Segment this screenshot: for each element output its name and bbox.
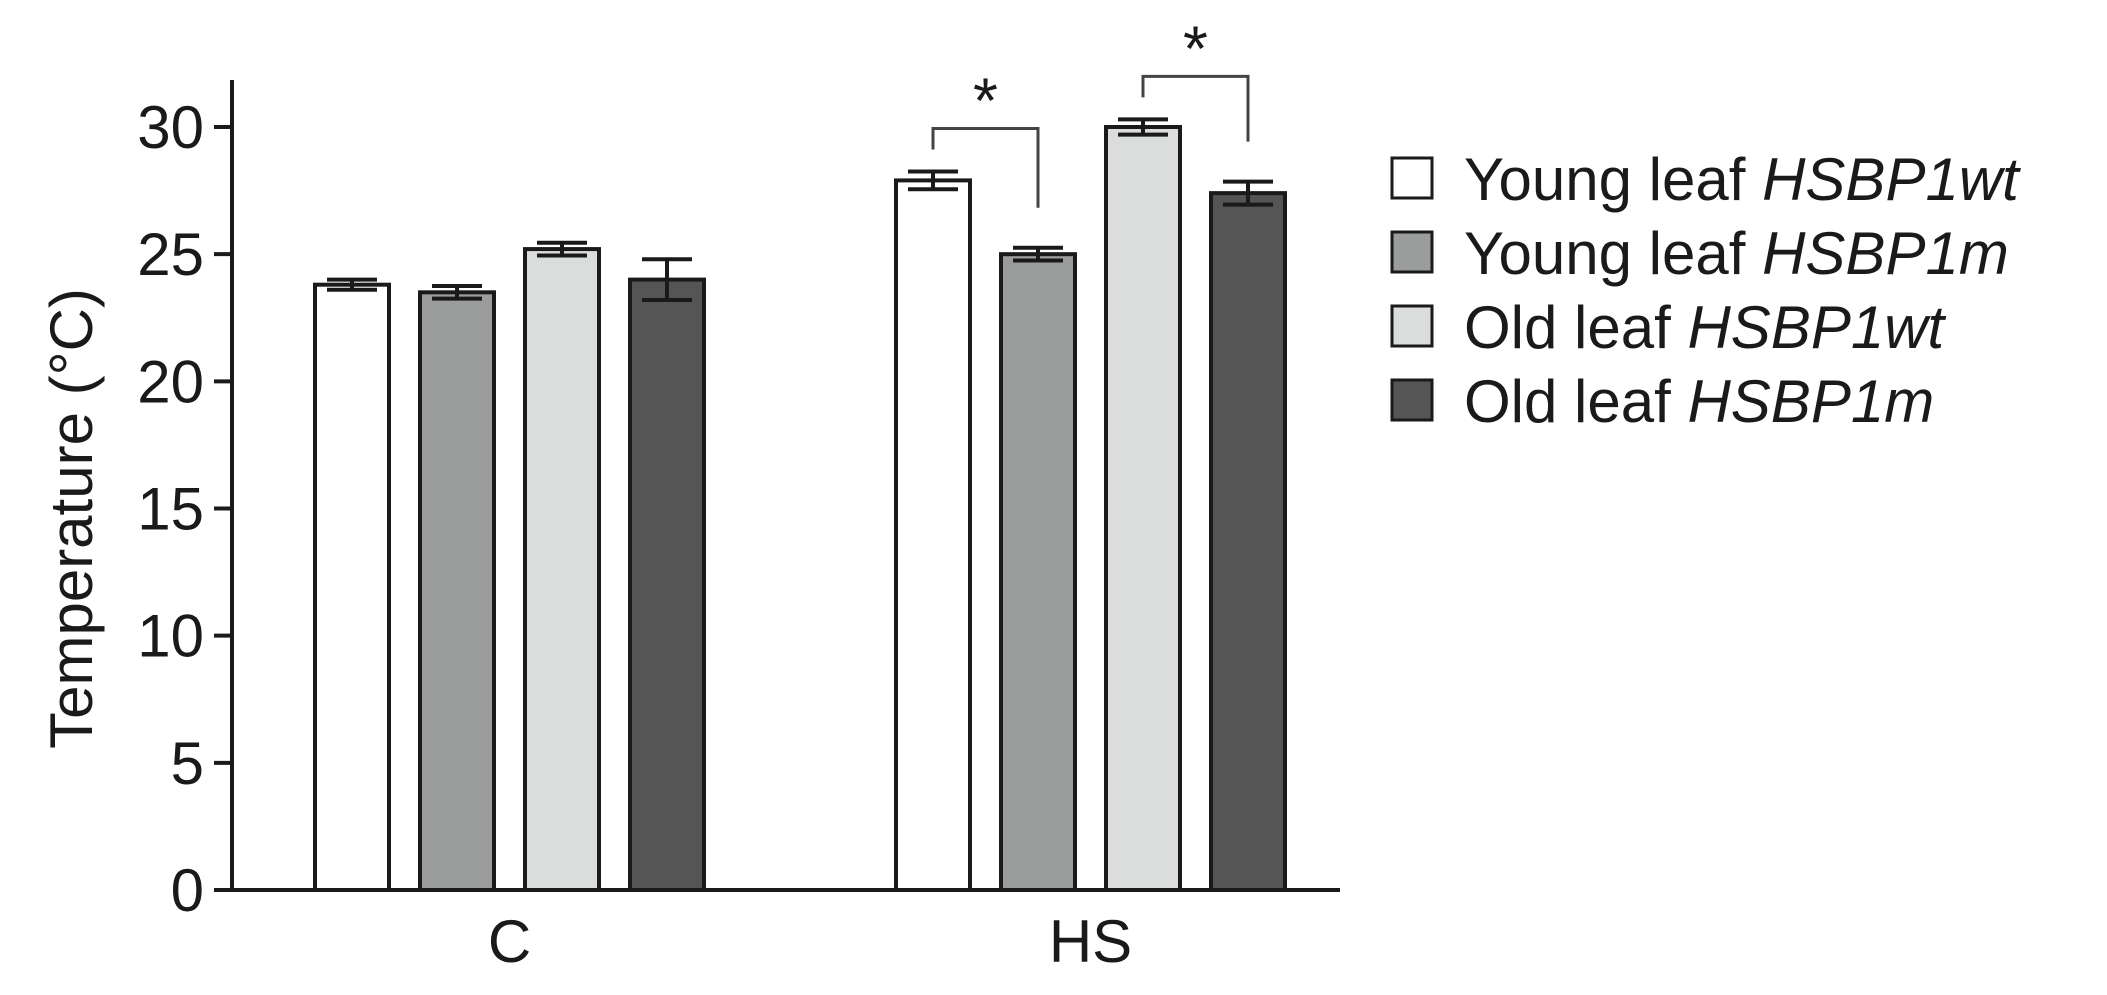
bar-c-series-2: [418, 290, 496, 893]
x-category-label: C: [488, 908, 531, 975]
y-tick-label: 30: [137, 94, 204, 161]
y-tick-label: 15: [137, 476, 204, 543]
legend-label-plain: Young leaf: [1464, 146, 1762, 213]
bar-hs-series-4: [1209, 191, 1287, 893]
significance-star: *: [973, 65, 998, 137]
legend-swatch-1: [1390, 156, 1434, 200]
legend-label-plain: Young leaf: [1464, 220, 1762, 287]
legend-swatch-3: [1390, 304, 1434, 348]
legend-label-4: Old leaf HSBP1m: [1464, 368, 1934, 435]
x-category-label: HS: [1049, 908, 1132, 975]
legend-label-gene: HSBP1m: [1762, 220, 2009, 287]
bar-c-series-1: [313, 282, 391, 893]
legend-label-3: Old leaf HSBP1wt: [1464, 294, 1947, 361]
legend-label-plain: Old leaf: [1464, 294, 1687, 361]
y-tick-label: 20: [137, 348, 204, 415]
y-tick-label: 0: [171, 857, 204, 924]
y-tick-label: 10: [137, 603, 204, 670]
legend-label-plain: Old leaf: [1464, 368, 1687, 435]
bar-c-series-3: [523, 247, 601, 892]
y-tick-label: 5: [171, 730, 204, 797]
legend-label-2: Young leaf HSBP1m: [1464, 220, 2009, 287]
legend-label-gene: HSBP1wt: [1687, 294, 1946, 361]
legend-swatch-2: [1390, 230, 1434, 274]
bar-hs-series-3: [1104, 125, 1182, 892]
y-axis-title: Temperature (°C): [38, 288, 105, 749]
legend-label-gene: HSBP1wt: [1762, 146, 2021, 213]
significance-star: *: [1183, 12, 1208, 84]
y-tick-label: 25: [137, 221, 204, 288]
legend-swatch-4: [1390, 378, 1434, 422]
significance-bracket: [931, 127, 1040, 208]
bar-c-series-4: [628, 277, 706, 893]
bar-hs-series-1: [894, 178, 972, 893]
legend-label-1: Young leaf HSBP1wt: [1464, 146, 2021, 213]
bar-hs-series-2: [999, 252, 1077, 892]
legend-label-gene: HSBP1m: [1687, 368, 1934, 435]
significance-bracket: [1141, 74, 1250, 142]
